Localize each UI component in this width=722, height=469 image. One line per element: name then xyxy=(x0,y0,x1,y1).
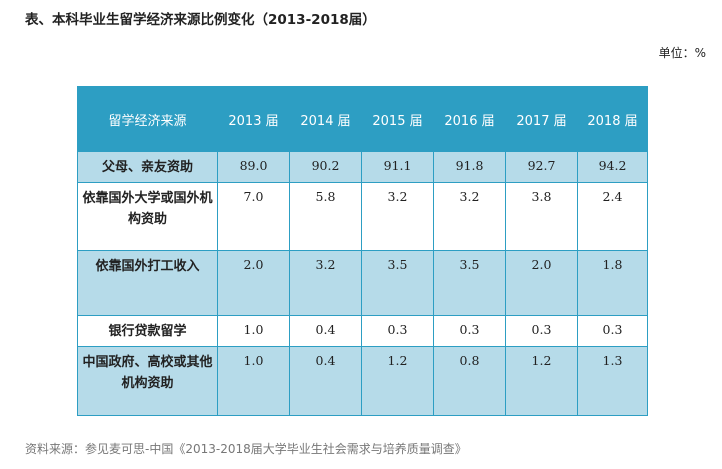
column-header: 2017 届 xyxy=(505,86,578,152)
column-header: 2014 届 xyxy=(289,86,362,152)
cell-value: 2.4 xyxy=(577,182,648,251)
cell-value: 1.2 xyxy=(505,346,578,416)
cell-value: 3.5 xyxy=(433,250,506,316)
cell-value: 7.0 xyxy=(217,182,290,251)
cell-value: 0.3 xyxy=(433,315,506,347)
cell-value: 1.3 xyxy=(577,346,648,416)
cell-value: 0.3 xyxy=(505,315,578,347)
table-row: 依靠国外大学或国外机构资助 7.0 5.8 3.2 3.2 3.8 2.4 xyxy=(77,182,648,251)
table-row: 银行贷款留学 1.0 0.4 0.3 0.3 0.3 0.3 xyxy=(77,315,648,347)
table-row: 依靠国外打工收入 2.0 3.2 3.5 3.5 2.0 1.8 xyxy=(77,250,648,316)
cell-value: 0.4 xyxy=(289,315,362,347)
cell-value: 89.0 xyxy=(217,151,290,183)
cell-value: 5.8 xyxy=(289,182,362,251)
column-header: 2015 届 xyxy=(361,86,434,152)
cell-value: 90.2 xyxy=(289,151,362,183)
data-table-container: 留学经济来源 2013 届 2014 届 2015 届 2016 届 2017 … xyxy=(77,86,648,416)
data-table: 留学经济来源 2013 届 2014 届 2015 届 2016 届 2017 … xyxy=(77,86,648,416)
header-row: 留学经济来源 2013 届 2014 届 2015 届 2016 届 2017 … xyxy=(77,86,648,152)
row-label: 父母、亲友资助 xyxy=(77,151,218,183)
column-header: 2013 届 xyxy=(217,86,290,152)
cell-value: 3.2 xyxy=(361,182,434,251)
table-row: 中国政府、高校或其他机构资助 1.0 0.4 1.2 0.8 1.2 1.3 xyxy=(77,346,648,416)
unit-label: 单位：% xyxy=(658,46,706,60)
cell-value: 3.5 xyxy=(361,250,434,316)
row-label: 银行贷款留学 xyxy=(77,315,218,347)
cell-value: 91.1 xyxy=(361,151,434,183)
cell-value: 0.3 xyxy=(577,315,648,347)
cell-value: 1.0 xyxy=(217,315,290,347)
cell-value: 0.8 xyxy=(433,346,506,416)
cell-value: 3.2 xyxy=(433,182,506,251)
cell-value: 0.3 xyxy=(361,315,434,347)
column-header: 2018 届 xyxy=(577,86,648,152)
cell-value: 1.2 xyxy=(361,346,434,416)
table-title: 表、本科毕业生留学经济来源比例变化（2013-2018届） xyxy=(25,12,376,28)
column-header: 2016 届 xyxy=(433,86,506,152)
cell-value: 92.7 xyxy=(505,151,578,183)
column-header: 留学经济来源 xyxy=(77,86,218,152)
cell-value: 94.2 xyxy=(577,151,648,183)
cell-value: 1.8 xyxy=(577,250,648,316)
cell-value: 1.0 xyxy=(217,346,290,416)
cell-value: 2.0 xyxy=(505,250,578,316)
cell-value: 91.8 xyxy=(433,151,506,183)
row-label: 依靠国外打工收入 xyxy=(77,250,218,316)
cell-value: 2.0 xyxy=(217,250,290,316)
row-label: 中国政府、高校或其他机构资助 xyxy=(77,346,218,416)
row-label: 依靠国外大学或国外机构资助 xyxy=(77,182,218,251)
cell-value: 0.4 xyxy=(289,346,362,416)
source-note: 资料来源：参见麦可思-中国《2013-2018届大学毕业生社会需求与培养质量调查… xyxy=(25,442,467,456)
cell-value: 3.2 xyxy=(289,250,362,316)
table-row: 父母、亲友资助 89.0 90.2 91.1 91.8 92.7 94.2 xyxy=(77,151,648,183)
cell-value: 3.8 xyxy=(505,182,578,251)
